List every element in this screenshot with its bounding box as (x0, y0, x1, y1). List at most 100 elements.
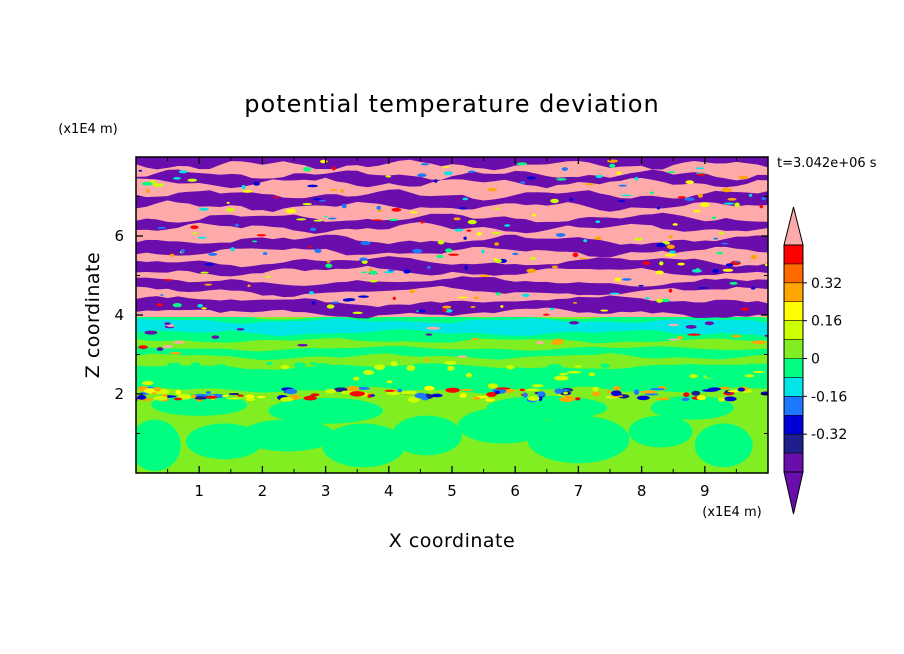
edge-patch (308, 245, 312, 248)
edge-patch (494, 242, 500, 246)
edge-patch (722, 268, 734, 272)
chart-title: potential temperature deviation (244, 90, 659, 118)
edge-patch (420, 163, 430, 166)
edge-patch (459, 207, 467, 210)
edge-patch (656, 298, 663, 303)
edge-patch (721, 242, 729, 245)
edge-patch (436, 254, 444, 259)
anomaly-patch (696, 395, 706, 401)
anomaly-patch (718, 397, 725, 402)
speckle (700, 368, 716, 372)
anomaly-patch (349, 391, 366, 397)
colorbar-swatch (784, 263, 803, 283)
edge-patch (163, 279, 174, 281)
field-blob (268, 397, 383, 424)
edge-patch (442, 166, 450, 168)
edge-patch (376, 205, 381, 210)
y-axis-unit: (x1E4 m) (58, 122, 117, 137)
speckle (506, 365, 515, 370)
edge-patch (493, 258, 497, 261)
anomaly-patch (173, 397, 182, 401)
mid-patch (550, 341, 564, 345)
edge-patch (493, 259, 503, 263)
edge-patch (695, 167, 705, 170)
speckle (331, 367, 347, 373)
mid-patch (764, 334, 768, 337)
edge-patch (660, 298, 671, 303)
anomaly-patch (228, 392, 240, 396)
edge-patch (417, 173, 427, 177)
edge-patch (487, 187, 498, 192)
speckle (454, 369, 466, 375)
edge-patch (420, 220, 424, 224)
edge-patch (656, 242, 666, 248)
edge-patch (332, 166, 336, 171)
edge-patch (412, 248, 423, 254)
mid-patch (457, 355, 467, 358)
mid-patch (173, 340, 185, 344)
edge-patch (141, 181, 153, 186)
edge-patch (677, 196, 686, 199)
speckle (662, 381, 678, 384)
edge-patch (696, 173, 707, 176)
edge-patch (551, 265, 558, 269)
x-tick-label: 4 (384, 482, 394, 500)
speckle (444, 361, 457, 365)
edge-patch (697, 193, 703, 198)
edge-patch (453, 217, 461, 221)
edge-patch (595, 174, 603, 179)
edge-patch (667, 171, 676, 174)
edge-patch (204, 262, 215, 266)
speckle (588, 372, 596, 377)
mid-patch (677, 336, 684, 340)
edge-patch (467, 170, 476, 173)
edge-patch (247, 284, 251, 288)
edge-patch (621, 194, 632, 197)
purple-layer (136, 276, 768, 298)
edge-patch (494, 207, 500, 210)
anomaly-patch (401, 390, 417, 395)
edge-patch (201, 307, 207, 310)
speckle (386, 380, 393, 384)
edge-patch (302, 202, 312, 206)
colorbar-extend-high (783, 206, 804, 246)
edge-patch (369, 279, 378, 283)
edge-patch (677, 262, 685, 266)
edge-patch (530, 256, 536, 260)
colorbar-swatch (784, 301, 803, 321)
anomaly-patch (346, 385, 360, 392)
edge-patch (725, 263, 734, 267)
speckle (293, 362, 306, 369)
edge-patch (372, 219, 383, 222)
speckle (460, 383, 472, 387)
edge-patch (500, 305, 504, 308)
edge-patch (759, 204, 763, 209)
edge-patch (479, 274, 490, 277)
edge-patch (656, 206, 661, 210)
mid-patch (553, 338, 564, 342)
speckle (744, 374, 755, 378)
speckle (689, 374, 698, 379)
edge-patch (569, 198, 574, 202)
edge-patch (199, 207, 209, 211)
purple-layer (136, 256, 768, 277)
edge-patch (443, 171, 453, 176)
edge-patch (621, 278, 632, 281)
y-axis-ticks: 2 4 6 (114, 196, 768, 434)
anomaly-patch (610, 390, 622, 397)
edge-patch (358, 295, 369, 298)
edge-patch (700, 202, 710, 207)
edge-patch (594, 236, 602, 241)
edge-patch (467, 219, 477, 225)
speckle (202, 371, 213, 377)
edge-patch (761, 197, 766, 201)
speckle (673, 367, 683, 371)
edge-patch (253, 181, 261, 186)
edge-patch (262, 252, 268, 255)
anomaly-patch (369, 394, 375, 397)
anomaly-patch (641, 390, 657, 394)
field-blob (694, 423, 753, 468)
edge-patch (668, 288, 673, 293)
cyan-layer (136, 318, 768, 337)
anomaly-patch (494, 387, 511, 390)
